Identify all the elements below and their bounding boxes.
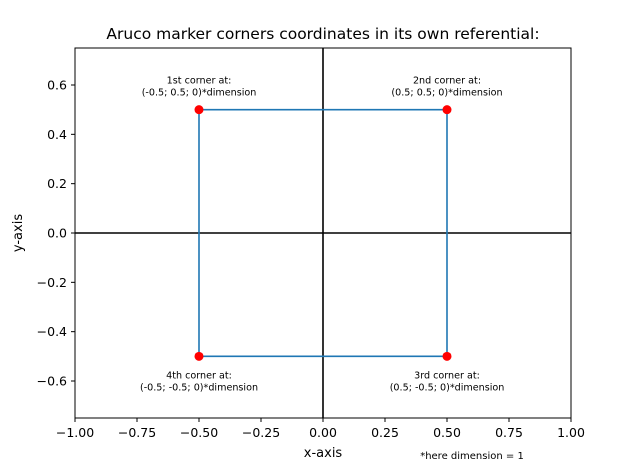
y-tick-label: 0.0	[47, 226, 67, 241]
corner-annotation: 2nd corner at:	[413, 76, 481, 87]
x-tick-label: −1.00	[56, 425, 94, 440]
x-tick-label: 0.75	[495, 425, 523, 440]
x-tick-label: 0.50	[433, 425, 461, 440]
corner-annotation: (-0.5; -0.5; 0)*dimension	[140, 382, 258, 393]
corner-point	[442, 351, 452, 361]
corner-annotation: 3rd corner at:	[414, 370, 480, 381]
corner-point	[194, 351, 204, 361]
corner-annotation: (-0.5; 0.5; 0)*dimension	[142, 88, 257, 99]
plot-area: 1st corner at:(-0.5; 0.5; 0)*dimension 2n…	[37, 47, 585, 440]
y-tick-label: −0.6	[37, 374, 67, 389]
y-tick-label: 0.4	[47, 127, 67, 142]
x-tick-label: −0.25	[242, 425, 280, 440]
x-tick-label: 0.00	[309, 425, 337, 440]
y-tick-label: 0.2	[47, 176, 67, 191]
x-tick-label: 1.00	[557, 425, 585, 440]
corner-point	[442, 105, 452, 115]
corner-annotation: 4th corner at:	[166, 370, 232, 381]
corner-annotation: (0.5; -0.5; 0)*dimension	[390, 382, 505, 393]
x-tick-label: 0.25	[371, 425, 399, 440]
corner-annotation: (0.5; 0.5; 0)*dimension	[391, 88, 502, 99]
y-tick-label: −0.2	[37, 275, 67, 290]
footnote: *here dimension = 1	[420, 451, 524, 462]
x-axis-label: x-axis	[304, 446, 343, 461]
y-tick-label: −0.4	[37, 324, 67, 339]
corner-annotation: 1st corner at:	[167, 76, 232, 87]
chart-title: Aruco marker corners coordinates in its …	[106, 25, 539, 43]
y-axis-label: y-axis	[11, 214, 26, 252]
y-tick-label: 0.6	[47, 78, 67, 93]
corner-point	[194, 105, 204, 115]
x-tick-label: −0.75	[118, 425, 156, 440]
x-tick-label: −0.50	[180, 425, 218, 440]
